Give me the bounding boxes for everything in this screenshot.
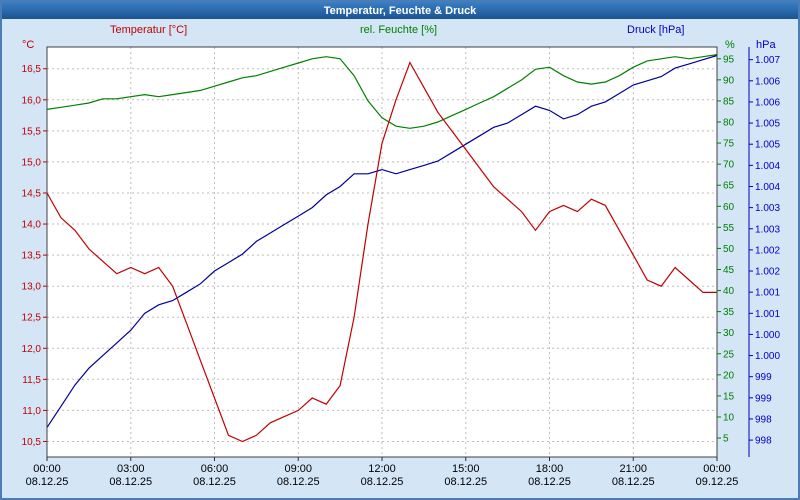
humidity-tick-label: 55 [723, 223, 735, 234]
temperature-tick-label: 11,5 [22, 375, 41, 386]
temperature-tick-label: 13,5 [22, 251, 42, 262]
pressure-tick-label: 1.004 [755, 161, 780, 172]
date-tick-label: 08.12.25 [612, 476, 655, 488]
humidity-tick-label: 75 [723, 139, 735, 150]
humidity-tick-label: 20 [723, 370, 735, 381]
humidity-tick-label: 60 [723, 202, 735, 213]
time-tick-label: 00:00 [703, 463, 731, 475]
pressure-tick-label: 998 [755, 414, 772, 425]
date-tick-label: 08.12.25 [193, 476, 236, 488]
date-tick-label: 08.12.25 [444, 476, 487, 488]
pressure-tick-label: 1.002 [755, 245, 780, 256]
temperature-tick-label: 15,5 [22, 126, 42, 137]
pressure-axis-unit: hPa [756, 39, 776, 51]
humidity-axis-unit: % [725, 39, 735, 51]
pressure-tick-label: 999 [755, 372, 772, 383]
time-tick-label: 09:00 [284, 463, 312, 475]
humidity-tick-label: 85 [723, 96, 735, 107]
humidity-tick-label: 25 [723, 349, 735, 360]
pressure-tick-label: 1.004 [755, 182, 780, 193]
time-tick-label: 15:00 [452, 463, 480, 475]
date-tick-label: 08.12.25 [277, 476, 320, 488]
humidity-tick-label: 40 [723, 286, 735, 297]
pressure-tick-label: 1.003 [755, 203, 780, 214]
humidity-tick-label: 95 [723, 54, 735, 65]
series-line-humidity [46, 54, 718, 129]
pressure-tick-label: 1.005 [755, 140, 780, 151]
date-tick-label: 08.12.25 [109, 476, 152, 488]
time-tick-label: 12:00 [368, 463, 396, 475]
pressure-tick-label: 998 [755, 436, 772, 447]
humidity-tick-label: 35 [723, 307, 735, 318]
temperature-tick-label: 14,0 [22, 220, 42, 231]
temperature-tick-label: 13,0 [22, 282, 42, 293]
humidity-tick-label: 65 [723, 181, 735, 192]
temperature-tick-label: 14,5 [22, 188, 42, 199]
temperature-tick-label: 12,0 [22, 344, 42, 355]
date-tick-label: 08.12.25 [528, 476, 571, 488]
humidity-tick-label: 50 [723, 244, 735, 255]
pressure-tick-label: 1.006 [755, 76, 780, 87]
date-tick-label: 08.12.25 [361, 476, 404, 488]
pressure-tick-label: 1.000 [755, 330, 780, 341]
legend-temperature: Temperatur [°C] [110, 24, 188, 36]
temperature-tick-label: 15,0 [22, 157, 42, 168]
date-tick-label: 09.12.25 [696, 476, 739, 488]
temperature-tick-label: 12,5 [22, 313, 42, 324]
series-line-pressure [46, 54, 718, 428]
series-line-temperature [46, 61, 717, 443]
pressure-tick-label: 999 [755, 393, 772, 404]
pressure-tick-label: 1.002 [755, 267, 780, 278]
time-tick-label: 21:00 [619, 463, 647, 475]
time-tick-label: 06:00 [201, 463, 229, 475]
temperature-tick-label: 16,5 [22, 64, 42, 75]
pressure-tick-label: 1.005 [755, 119, 780, 130]
window-title: Temperatur, Feuchte & Druck [323, 4, 477, 17]
time-tick-label: 18:00 [536, 463, 564, 475]
humidity-tick-label: 30 [723, 328, 735, 339]
pressure-tick-label: 1.003 [755, 224, 780, 235]
humidity-tick-label: 80 [723, 118, 735, 129]
time-tick-label: 00:00 [33, 463, 61, 475]
humidity-tick-label: 90 [723, 75, 735, 86]
date-tick-label: 08.12.25 [26, 476, 69, 488]
legend-pressure: Druck [hPa] [627, 24, 685, 36]
humidity-tick-label: 45 [723, 265, 735, 276]
humidity-tick-label: 10 [723, 412, 735, 423]
humidity-tick-label: 70 [723, 160, 735, 171]
temperature-axis-unit: °C [22, 39, 35, 51]
pressure-tick-label: 1.006 [755, 97, 780, 108]
legend-humidity: rel. Feuchte [%] [360, 24, 438, 36]
temperature-tick-label: 16,0 [22, 95, 42, 106]
pressure-tick-label: 1.001 [755, 309, 780, 320]
humidity-tick-label: 5 [723, 434, 729, 445]
humidity-tick-label: 15 [723, 391, 735, 402]
temperature-tick-label: 10,5 [22, 437, 42, 448]
pressure-tick-label: 1.001 [755, 288, 780, 299]
titlebar: Temperatur, Feuchte & Druck [2, 2, 798, 19]
temperature-tick-label: 11,0 [22, 406, 41, 417]
time-tick-label: 03:00 [117, 463, 145, 475]
pressure-tick-label: 1.007 [755, 55, 780, 66]
pressure-tick-label: 1.000 [755, 351, 780, 362]
